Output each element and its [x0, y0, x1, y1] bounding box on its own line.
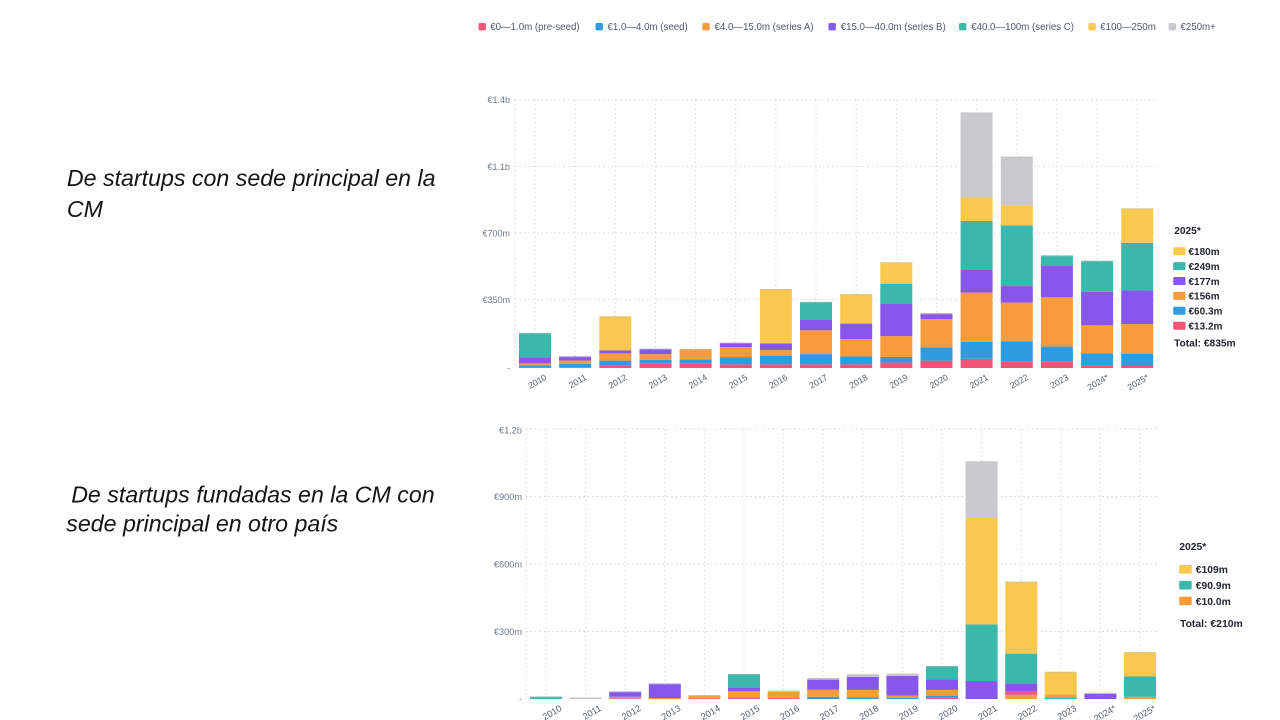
- svg-text:€10.0m: €10.0m: [1196, 597, 1231, 608]
- svg-text:€249m: €249m: [1189, 262, 1220, 273]
- svg-text:€700m: €700m: [482, 228, 510, 238]
- svg-text:sede principal en otro país: sede principal en otro país: [66, 511, 338, 537]
- svg-text:€180m: €180m: [1189, 247, 1220, 258]
- svg-text:CM: CM: [67, 196, 104, 222]
- svg-text:Total: €210m: Total: €210m: [1180, 619, 1243, 630]
- svg-text:€900m: €900m: [494, 492, 522, 502]
- svg-text:€250m+: €250m+: [1181, 22, 1217, 33]
- svg-text:De startups con sede principal: De startups con sede principal en la: [67, 165, 436, 191]
- svg-text:2025*: 2025*: [1174, 226, 1201, 237]
- svg-text:€350m: €350m: [482, 295, 510, 305]
- svg-text:€0—1.0m (pre-seed): €0—1.0m (pre-seed): [490, 22, 579, 33]
- svg-text:€109m: €109m: [1196, 565, 1228, 576]
- svg-text:-: -: [519, 694, 522, 704]
- svg-text:€177m: €177m: [1189, 277, 1220, 288]
- svg-text:€1.1b: €1.1b: [487, 162, 510, 172]
- svg-text:€1.2b: €1.2b: [499, 425, 522, 435]
- svg-text:€15.0—40.0m (series B): €15.0—40.0m (series B): [841, 22, 946, 33]
- svg-text:€1.4b: €1.4b: [487, 95, 510, 105]
- svg-text:€300m: €300m: [494, 627, 522, 637]
- svg-text:2025*: 2025*: [1179, 542, 1207, 553]
- svg-text:€100—250m: €100—250m: [1100, 22, 1155, 33]
- svg-text:€4.0—15.0m (series A): €4.0—15.0m (series A): [715, 22, 814, 33]
- svg-text:De startups fundadas en la CM: De startups fundadas en la CM con: [71, 482, 434, 508]
- svg-text:€40.0—100m (series C): €40.0—100m (series C): [971, 22, 1074, 33]
- svg-text:Total: €835m: Total: €835m: [1174, 338, 1236, 349]
- svg-text:€90.9m: €90.9m: [1196, 581, 1231, 592]
- svg-text:-: -: [507, 363, 510, 373]
- svg-text:€156m: €156m: [1189, 292, 1220, 303]
- svg-text:€13.2m: €13.2m: [1189, 322, 1223, 333]
- svg-text:€1.0—4.0m (seed): €1.0—4.0m (seed): [608, 22, 688, 33]
- svg-text:€60.3m: €60.3m: [1189, 307, 1223, 318]
- svg-text:€600m: €600m: [494, 559, 522, 569]
